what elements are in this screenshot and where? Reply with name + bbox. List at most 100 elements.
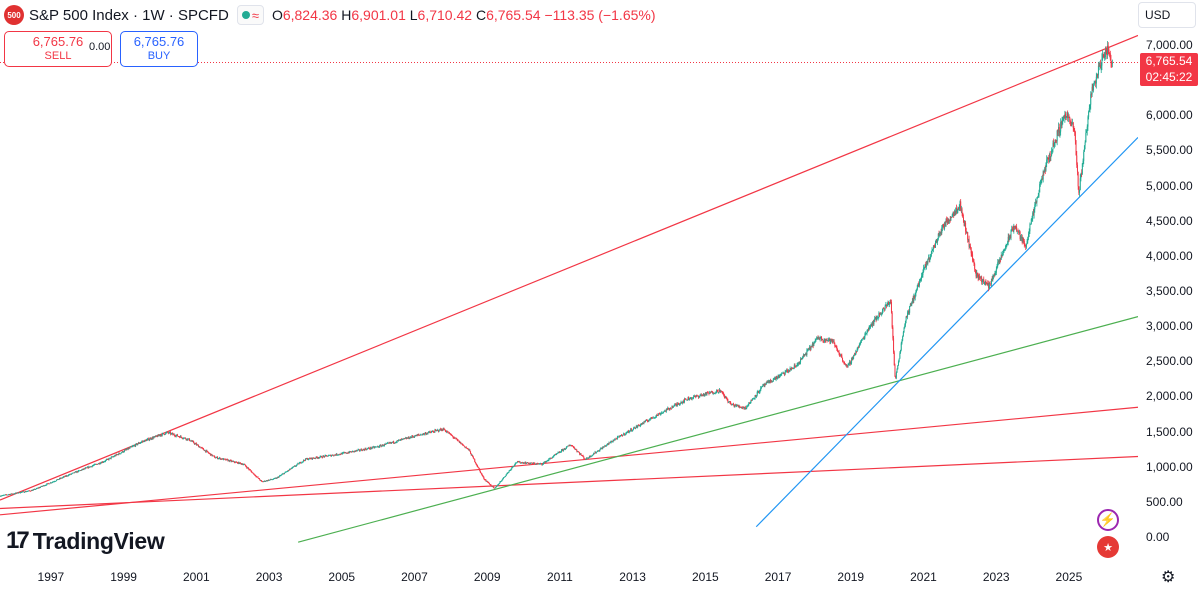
currency-selector[interactable]: USD <box>1138 2 1196 28</box>
candle-body <box>702 393 704 396</box>
candle-body <box>756 392 758 396</box>
candle-body <box>491 486 493 487</box>
candle-body <box>237 462 239 464</box>
candle-body <box>617 436 619 438</box>
candle-body <box>441 429 443 431</box>
candle-body <box>539 463 541 465</box>
candle-body <box>790 368 792 371</box>
candle-body <box>92 465 94 467</box>
candle-body <box>988 282 990 289</box>
candle-body <box>815 339 817 341</box>
candle-body <box>635 427 637 429</box>
candle-body <box>633 427 635 429</box>
sell-button[interactable]: 6,765.76 SELL <box>4 31 112 67</box>
market-status-pill[interactable]: ≈ <box>236 5 264 25</box>
candle-body <box>331 454 333 456</box>
candle-body <box>281 473 283 475</box>
candle-body <box>11 493 13 495</box>
candle-body <box>335 453 337 456</box>
candle-body <box>1055 140 1057 142</box>
candle-body <box>688 399 690 401</box>
candle-body <box>932 249 934 251</box>
candle-body <box>239 462 241 464</box>
candle-body <box>44 485 46 486</box>
candle-body <box>434 430 436 433</box>
candle-body <box>614 438 616 440</box>
tradingview-logo[interactable]: 17 TradingView <box>6 527 165 555</box>
candle-body <box>328 455 330 456</box>
candle-body <box>15 492 17 494</box>
candle-body <box>746 405 748 407</box>
trend-line-red[interactable] <box>0 406 1138 516</box>
candle-body <box>453 437 455 439</box>
candle-body <box>439 428 441 431</box>
candle-body <box>783 372 785 374</box>
candle-body <box>816 337 818 339</box>
candle-body <box>512 466 514 468</box>
candle-body <box>630 429 632 431</box>
candle-body <box>890 301 892 303</box>
candle-body <box>812 343 814 346</box>
candle-body <box>55 480 57 482</box>
candle-body <box>851 357 853 361</box>
symbol-logo[interactable]: 500 <box>4 5 24 25</box>
lightning-icon[interactable]: ⚡ <box>1097 509 1119 531</box>
candle-body <box>9 494 11 495</box>
candle-body <box>122 451 124 453</box>
candle-body <box>606 444 608 446</box>
candle-body <box>315 456 317 459</box>
candle-body <box>711 391 713 393</box>
candle-body <box>443 428 445 430</box>
candle-body <box>124 449 126 451</box>
candle-body <box>249 469 251 471</box>
candle-body <box>36 488 38 490</box>
trend-line-green[interactable] <box>297 316 1138 543</box>
candle-body <box>1074 130 1076 133</box>
candle-body <box>1069 117 1071 122</box>
candle-body <box>883 308 885 310</box>
candle-body <box>922 272 924 275</box>
candle-body <box>378 447 380 448</box>
symbol-title[interactable]: S&P 500 Index · 1W · SPCFD <box>29 6 229 24</box>
us-flag-icon[interactable]: ★ <box>1097 536 1119 558</box>
candle-body <box>1065 113 1067 118</box>
candle-body <box>671 406 673 409</box>
candle-body <box>807 349 809 351</box>
candle-body <box>963 222 965 226</box>
candle-body <box>946 220 948 223</box>
candle-body <box>98 463 100 464</box>
price-chart[interactable] <box>0 0 1138 590</box>
candle-body <box>481 474 483 476</box>
candle-body <box>261 481 263 482</box>
bar-countdown: 02:45:22 <box>1145 70 1193 85</box>
candle-body <box>461 443 463 445</box>
candle-body <box>910 304 912 306</box>
candle-body <box>246 466 248 469</box>
candle-body <box>714 393 716 394</box>
candle-body <box>707 392 709 394</box>
buy-button[interactable]: 6,765.76 BUY <box>120 31 198 67</box>
candle-body <box>502 477 504 479</box>
candle-body <box>960 201 962 210</box>
trend-line-red[interactable] <box>0 34 1138 501</box>
candle-body <box>476 464 478 466</box>
candle-body <box>794 365 796 367</box>
candle-body <box>701 394 703 396</box>
trend-line-red[interactable] <box>0 455 1138 510</box>
candle-body <box>228 460 230 462</box>
trend-line-blue[interactable] <box>755 136 1138 528</box>
close-label: C <box>475 7 487 23</box>
candle-body <box>858 346 860 348</box>
candle-body <box>228 460 230 462</box>
candle-body <box>439 428 441 431</box>
settings-gear-icon[interactable]: ⚙ <box>1161 569 1176 586</box>
candle-body <box>652 417 654 419</box>
trend-lines[interactable] <box>0 34 1138 543</box>
candle-body <box>767 382 769 383</box>
candle-body <box>905 316 907 321</box>
candle-body <box>144 439 146 442</box>
candle-body <box>70 473 72 475</box>
candle-body <box>342 452 344 455</box>
candle-body <box>16 492 18 494</box>
candle-body <box>9 494 11 496</box>
